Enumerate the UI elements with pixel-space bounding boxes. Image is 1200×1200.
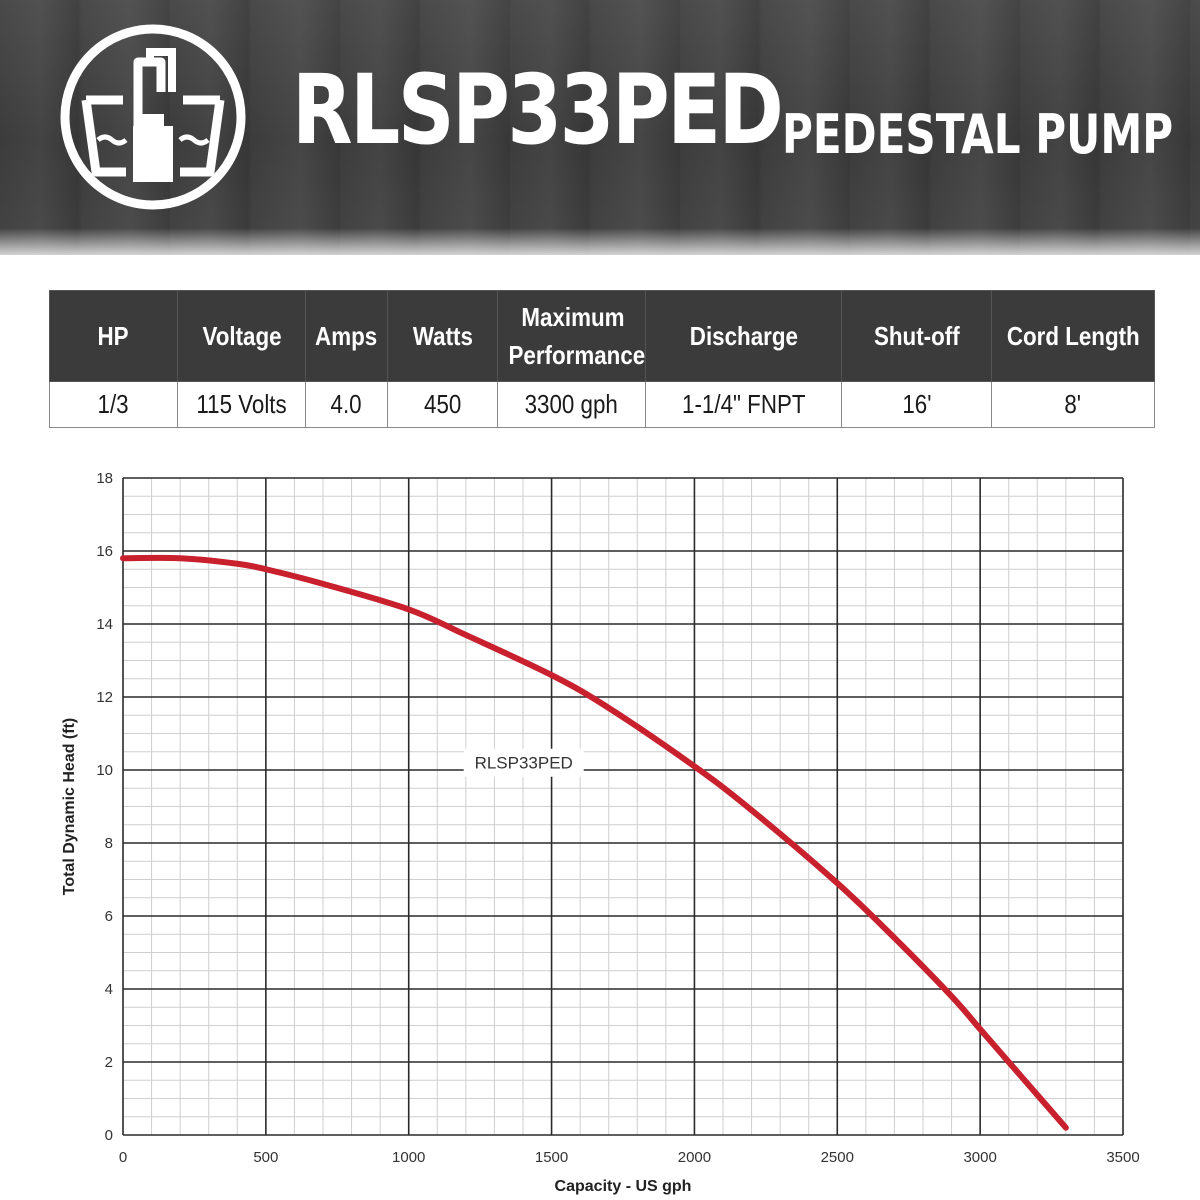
spec-header-row: HP Voltage Amps Watts Maximum Performanc… — [49, 290, 1155, 382]
spec-header-voltage: Voltage — [177, 290, 306, 382]
pedestal-pump-logo-icon — [60, 24, 246, 210]
page-title: RLSP33PED — [292, 54, 784, 166]
y-tick-label: 12 — [96, 689, 113, 706]
x-tick-label: 2000 — [678, 1149, 711, 1166]
x-tick-label: 1000 — [392, 1149, 425, 1166]
y-tick-label: 18 — [96, 470, 113, 487]
spec-header-discharge: Discharge — [645, 290, 842, 382]
spec-value-watts: 450 — [387, 381, 498, 428]
spec-value-discharge: 1-1/4" FNPT — [645, 381, 842, 428]
x-tick-label: 0 — [119, 1149, 127, 1166]
x-axis-label: Capacity - US gph — [555, 1178, 692, 1195]
series-line-rlsp33ped — [120, 554, 1069, 1131]
y-tick-label: 16 — [96, 543, 113, 560]
spec-header-cord-length: Cord Length — [991, 290, 1155, 382]
header-banner: RLSP33PED PEDESTAL PUMP — [0, 0, 1200, 255]
x-tick-label: 500 — [253, 1149, 278, 1166]
y-tick-label: 10 — [96, 762, 113, 779]
spec-value-amps: 4.0 — [305, 381, 388, 428]
x-tick-label: 3000 — [963, 1149, 996, 1166]
y-axis-label: Total Dynamic Head (ft) — [61, 718, 78, 896]
spec-value-max-performance: 3300 gph — [497, 381, 646, 428]
spec-value-shutoff: 16' — [841, 381, 992, 428]
series-label: RLSP33PED — [475, 754, 573, 773]
y-tick-label: 0 — [105, 1127, 113, 1144]
spec-value-row: 1/3 115 Volts 4.0 450 3300 gph 1-1/4" FN… — [49, 381, 1155, 428]
spec-table: HP Voltage Amps Watts Maximum Performanc… — [49, 290, 1155, 428]
series-label-background — [463, 748, 584, 777]
y-tick-label: 4 — [105, 981, 113, 998]
spec-header-watts: Watts — [387, 290, 498, 382]
spec-value-cord-length: 8' — [991, 381, 1155, 428]
grid-minor — [123, 478, 1123, 1135]
banner-fade — [0, 228, 1200, 255]
y-tick-label: 8 — [105, 835, 113, 852]
x-tick-label: 3500 — [1106, 1149, 1139, 1166]
y-tick-label: 6 — [105, 908, 113, 925]
y-tick-label: 2 — [105, 1054, 113, 1071]
page-subtitle: PEDESTAL PUMP — [782, 103, 1174, 166]
x-tick-label: 2500 — [821, 1149, 854, 1166]
tick-labels: 0 500 1000 1500 2000 2500 3000 3500 0 2 4 6 8 10 12 14 1… — [96, 470, 1139, 1166]
spec-value-hp: 1/3 — [49, 381, 178, 428]
spec-header-hp: HP — [49, 290, 178, 382]
x-tick-label: 1500 — [535, 1149, 568, 1166]
grid-major — [122, 477, 1124, 1136]
y-tick-label: 14 — [96, 616, 113, 633]
spec-header-max-performance: Maximum Performance — [497, 290, 646, 382]
